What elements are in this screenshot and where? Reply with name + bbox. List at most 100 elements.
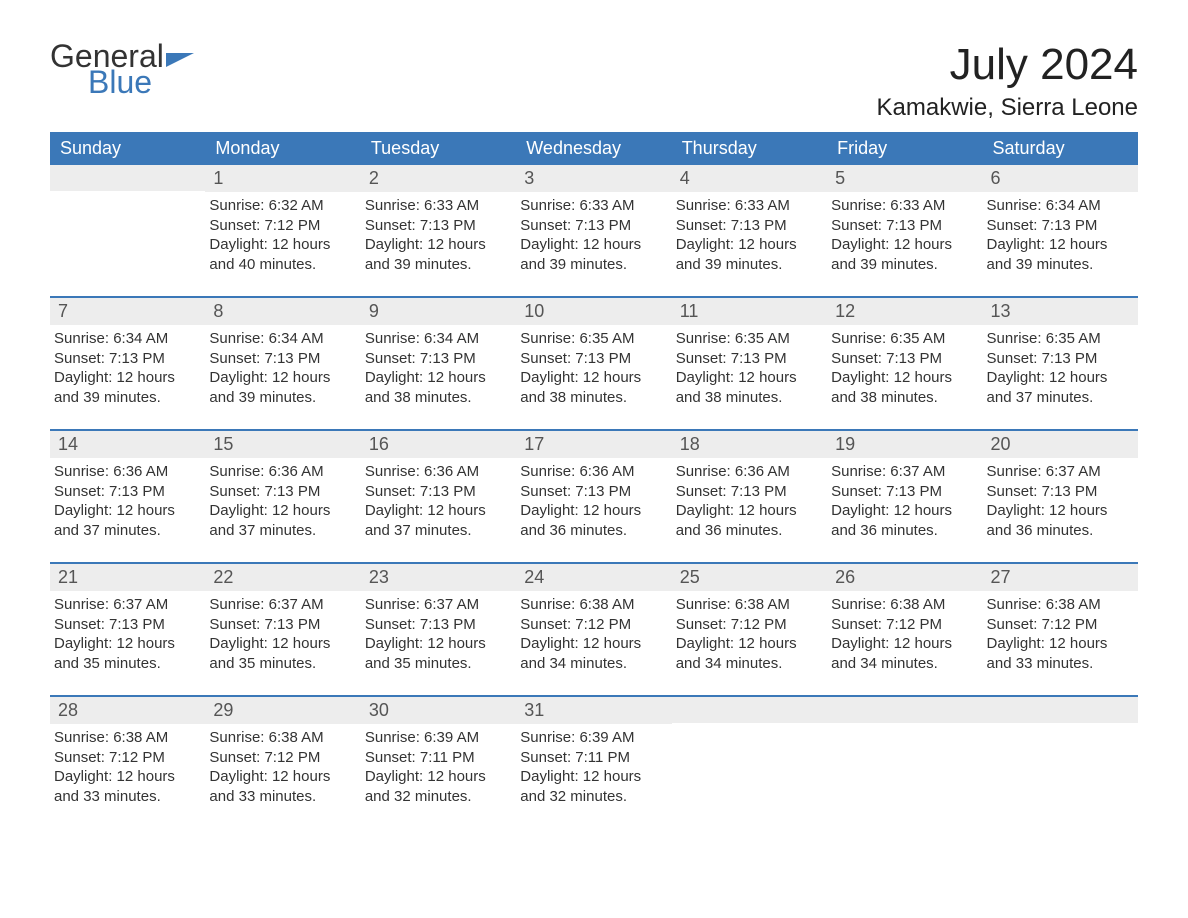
day-details: Sunrise: 6:36 AMSunset: 7:13 PMDaylight:… — [516, 458, 671, 544]
calendar-day: 21Sunrise: 6:37 AMSunset: 7:13 PMDayligh… — [50, 564, 205, 677]
calendar-day: 30Sunrise: 6:39 AMSunset: 7:11 PMDayligh… — [361, 697, 516, 810]
calendar-day: 1Sunrise: 6:32 AMSunset: 7:12 PMDaylight… — [205, 165, 360, 278]
daylight-text: Daylight: 12 hours and 37 minutes. — [987, 368, 1130, 407]
calendar-day: 19Sunrise: 6:37 AMSunset: 7:13 PMDayligh… — [827, 431, 982, 544]
weekday-header: Monday — [205, 132, 360, 165]
weekday-header: Saturday — [983, 132, 1138, 165]
weekday-header: Wednesday — [516, 132, 671, 165]
logo-word2: Blue — [50, 66, 194, 98]
day-number: 20 — [983, 431, 1138, 458]
sunset-text: Sunset: 7:11 PM — [365, 748, 508, 768]
sunset-text: Sunset: 7:13 PM — [987, 482, 1130, 502]
daylight-text: Daylight: 12 hours and 39 minutes. — [209, 368, 352, 407]
calendar-day: 11Sunrise: 6:35 AMSunset: 7:13 PMDayligh… — [672, 298, 827, 411]
sunset-text: Sunset: 7:12 PM — [209, 748, 352, 768]
calendar-day: 7Sunrise: 6:34 AMSunset: 7:13 PMDaylight… — [50, 298, 205, 411]
daylight-text: Daylight: 12 hours and 39 minutes. — [831, 235, 974, 274]
daylight-text: Daylight: 12 hours and 34 minutes. — [520, 634, 663, 673]
calendar-day: 9Sunrise: 6:34 AMSunset: 7:13 PMDaylight… — [361, 298, 516, 411]
sunset-text: Sunset: 7:13 PM — [831, 216, 974, 236]
day-details: Sunrise: 6:35 AMSunset: 7:13 PMDaylight:… — [672, 325, 827, 411]
day-details: Sunrise: 6:39 AMSunset: 7:11 PMDaylight:… — [361, 724, 516, 810]
sunset-text: Sunset: 7:13 PM — [520, 349, 663, 369]
sunrise-text: Sunrise: 6:37 AM — [54, 595, 197, 615]
calendar-week: 1Sunrise: 6:32 AMSunset: 7:12 PMDaylight… — [50, 165, 1138, 278]
day-details: Sunrise: 6:33 AMSunset: 7:13 PMDaylight:… — [672, 192, 827, 278]
sunset-text: Sunset: 7:12 PM — [209, 216, 352, 236]
day-details: Sunrise: 6:33 AMSunset: 7:13 PMDaylight:… — [361, 192, 516, 278]
day-number: 10 — [516, 298, 671, 325]
calendar-day: 22Sunrise: 6:37 AMSunset: 7:13 PMDayligh… — [205, 564, 360, 677]
sunset-text: Sunset: 7:12 PM — [987, 615, 1130, 635]
day-number: 24 — [516, 564, 671, 591]
day-number: 17 — [516, 431, 671, 458]
sunrise-text: Sunrise: 6:35 AM — [831, 329, 974, 349]
daylight-text: Daylight: 12 hours and 37 minutes. — [209, 501, 352, 540]
calendar-day: 16Sunrise: 6:36 AMSunset: 7:13 PMDayligh… — [361, 431, 516, 544]
sunset-text: Sunset: 7:13 PM — [209, 349, 352, 369]
calendar-day — [672, 697, 827, 810]
daylight-text: Daylight: 12 hours and 36 minutes. — [831, 501, 974, 540]
daylight-text: Daylight: 12 hours and 33 minutes. — [209, 767, 352, 806]
sunrise-text: Sunrise: 6:36 AM — [676, 462, 819, 482]
sunset-text: Sunset: 7:13 PM — [676, 216, 819, 236]
day-number: 5 — [827, 165, 982, 192]
day-details: Sunrise: 6:35 AMSunset: 7:13 PMDaylight:… — [983, 325, 1138, 411]
day-number: 6 — [983, 165, 1138, 192]
day-details: Sunrise: 6:37 AMSunset: 7:13 PMDaylight:… — [50, 591, 205, 677]
day-number: 18 — [672, 431, 827, 458]
day-number: 26 — [827, 564, 982, 591]
daylight-text: Daylight: 12 hours and 36 minutes. — [676, 501, 819, 540]
day-number: 9 — [361, 298, 516, 325]
calendar-day: 24Sunrise: 6:38 AMSunset: 7:12 PMDayligh… — [516, 564, 671, 677]
sunrise-text: Sunrise: 6:35 AM — [520, 329, 663, 349]
daylight-text: Daylight: 12 hours and 35 minutes. — [54, 634, 197, 673]
calendar-day: 17Sunrise: 6:36 AMSunset: 7:13 PMDayligh… — [516, 431, 671, 544]
day-details: Sunrise: 6:35 AMSunset: 7:13 PMDaylight:… — [516, 325, 671, 411]
day-details: Sunrise: 6:34 AMSunset: 7:13 PMDaylight:… — [205, 325, 360, 411]
day-number: 27 — [983, 564, 1138, 591]
sunrise-text: Sunrise: 6:34 AM — [987, 196, 1130, 216]
sunrise-text: Sunrise: 6:38 AM — [831, 595, 974, 615]
sunset-text: Sunset: 7:12 PM — [54, 748, 197, 768]
sunrise-text: Sunrise: 6:34 AM — [54, 329, 197, 349]
calendar-day: 6Sunrise: 6:34 AMSunset: 7:13 PMDaylight… — [983, 165, 1138, 278]
daylight-text: Daylight: 12 hours and 38 minutes. — [520, 368, 663, 407]
calendar: SundayMondayTuesdayWednesdayThursdayFrid… — [50, 132, 1138, 810]
daylight-text: Daylight: 12 hours and 39 minutes. — [520, 235, 663, 274]
daylight-text: Daylight: 12 hours and 39 minutes. — [987, 235, 1130, 274]
calendar-week: 7Sunrise: 6:34 AMSunset: 7:13 PMDaylight… — [50, 296, 1138, 411]
sunset-text: Sunset: 7:13 PM — [831, 482, 974, 502]
calendar-day: 28Sunrise: 6:38 AMSunset: 7:12 PMDayligh… — [50, 697, 205, 810]
sunrise-text: Sunrise: 6:33 AM — [676, 196, 819, 216]
day-number: 21 — [50, 564, 205, 591]
day-number: 13 — [983, 298, 1138, 325]
sunset-text: Sunset: 7:12 PM — [831, 615, 974, 635]
flag-icon — [166, 49, 194, 67]
calendar-day: 8Sunrise: 6:34 AMSunset: 7:13 PMDaylight… — [205, 298, 360, 411]
calendar-day: 2Sunrise: 6:33 AMSunset: 7:13 PMDaylight… — [361, 165, 516, 278]
calendar-day: 23Sunrise: 6:37 AMSunset: 7:13 PMDayligh… — [361, 564, 516, 677]
daylight-text: Daylight: 12 hours and 33 minutes. — [54, 767, 197, 806]
daylight-text: Daylight: 12 hours and 39 minutes. — [365, 235, 508, 274]
sunset-text: Sunset: 7:13 PM — [520, 482, 663, 502]
day-details: Sunrise: 6:33 AMSunset: 7:13 PMDaylight:… — [827, 192, 982, 278]
sunrise-text: Sunrise: 6:39 AM — [520, 728, 663, 748]
sunrise-text: Sunrise: 6:34 AM — [365, 329, 508, 349]
sunset-text: Sunset: 7:13 PM — [54, 349, 197, 369]
daylight-text: Daylight: 12 hours and 39 minutes. — [676, 235, 819, 274]
sunrise-text: Sunrise: 6:37 AM — [831, 462, 974, 482]
calendar-day: 12Sunrise: 6:35 AMSunset: 7:13 PMDayligh… — [827, 298, 982, 411]
day-details: Sunrise: 6:34 AMSunset: 7:13 PMDaylight:… — [983, 192, 1138, 278]
day-number: 7 — [50, 298, 205, 325]
weekday-header-row: SundayMondayTuesdayWednesdayThursdayFrid… — [50, 132, 1138, 165]
sunrise-text: Sunrise: 6:36 AM — [209, 462, 352, 482]
daylight-text: Daylight: 12 hours and 38 minutes. — [365, 368, 508, 407]
day-details: Sunrise: 6:33 AMSunset: 7:13 PMDaylight:… — [516, 192, 671, 278]
sunrise-text: Sunrise: 6:33 AM — [831, 196, 974, 216]
sunrise-text: Sunrise: 6:38 AM — [209, 728, 352, 748]
day-number: 28 — [50, 697, 205, 724]
day-details: Sunrise: 6:38 AMSunset: 7:12 PMDaylight:… — [50, 724, 205, 810]
month-title: July 2024 — [877, 40, 1138, 90]
daylight-text: Daylight: 12 hours and 40 minutes. — [209, 235, 352, 274]
